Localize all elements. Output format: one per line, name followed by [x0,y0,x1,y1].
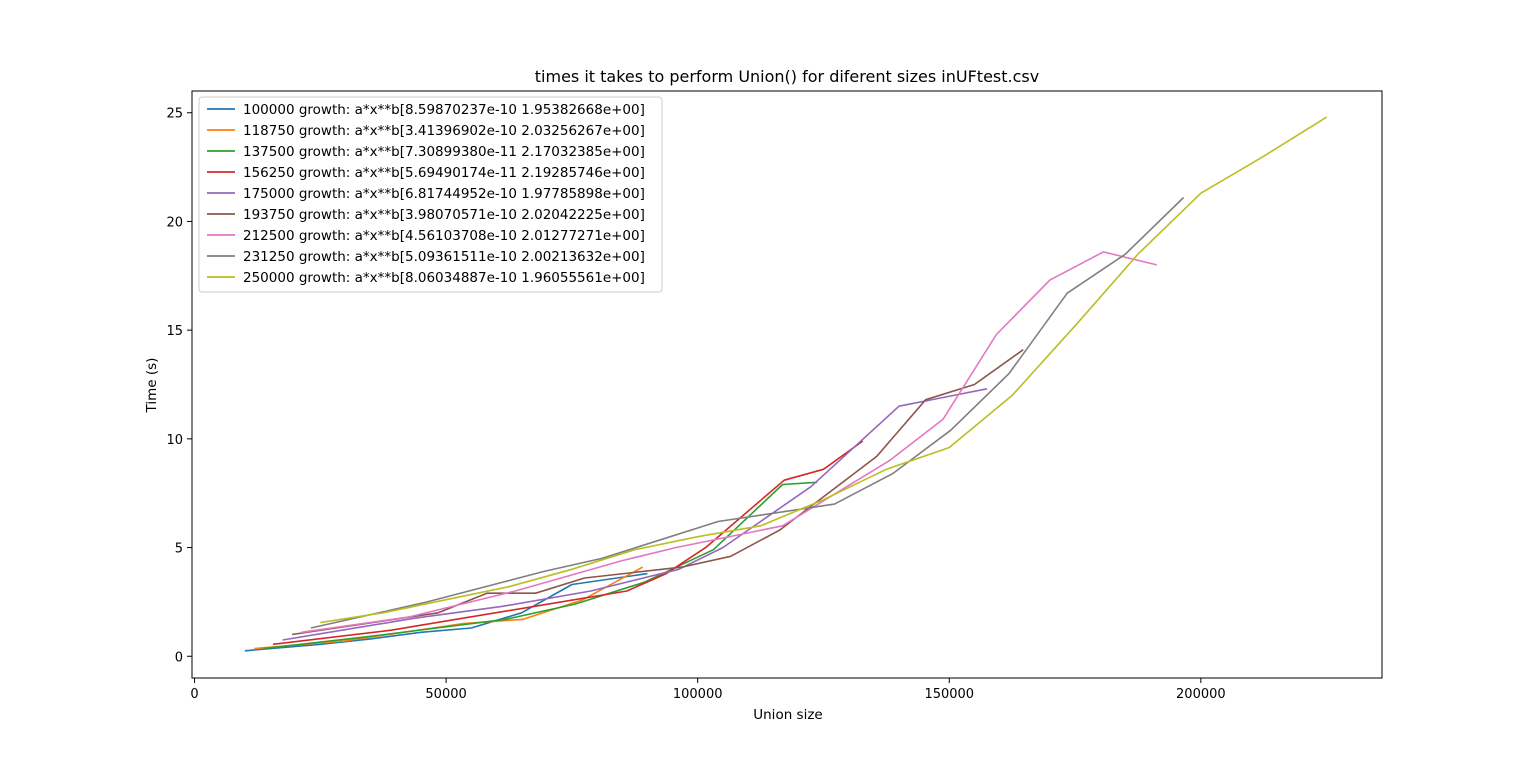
y-tick-label: 15 [166,324,183,339]
axes-frame [191,90,1383,679]
y-tick-label: 25 [166,107,183,122]
series-line-2 [263,481,818,650]
series-line-3 [273,440,864,646]
series-line-1 [254,566,644,650]
x-tick-label: 100000 [673,687,723,702]
x-tick-label: 50000 [425,687,466,702]
x-axis-label: Union size [753,707,822,723]
legend-entry: 231250 growth: a*x**b[5.09361511e-10 2.0… [243,249,645,265]
legend-box [198,96,663,293]
x-tick-label: 150000 [924,687,974,702]
legend-entry: 137500 growth: a*x**b[7.30899380e-11 2.1… [243,144,645,160]
legend: 100000 growth: a*x**b[8.59870237e-10 1.9… [198,96,663,293]
y-axis-label: Time (s) [144,358,160,414]
series-layer [244,116,1328,652]
legend-entry: 212500 growth: a*x**b[4.56103708e-10 2.0… [243,228,645,244]
legend-entry: 250000 growth: a*x**b[8.06034887e-10 1.9… [243,270,645,286]
series-line-8 [320,116,1328,624]
y-tick-label: 20 [166,215,183,230]
legend-entry: 156250 growth: a*x**b[5.69490174e-11 2.1… [243,165,645,181]
legend-entry: 100000 growth: a*x**b[8.59870237e-10 1.9… [243,102,645,118]
series-line-5 [291,349,1024,636]
series-line-4 [282,388,988,641]
axes-layer: 0 50000 100000 150000 200000 0 5 10 15 20 25 [166,90,1383,702]
series-line-0 [244,572,648,652]
legend-entry: 193750 growth: a*x**b[3.98070571e-10 2.0… [243,207,645,223]
legend-entry: 118750 growth: a*x**b[3.41396902e-10 2.0… [243,123,645,139]
x-tick-label: 200000 [1176,687,1226,702]
legend-entry: 175000 growth: a*x**b[6.81744952e-10 1.9… [243,186,645,202]
chart-title: times it takes to perform Union() for di… [535,67,1039,86]
y-tick-label: 10 [166,433,183,448]
y-tick-label: 0 [175,650,183,665]
x-tick-label: 0 [190,687,198,702]
y-tick-label: 5 [175,542,183,557]
series-line-7 [310,196,1185,629]
